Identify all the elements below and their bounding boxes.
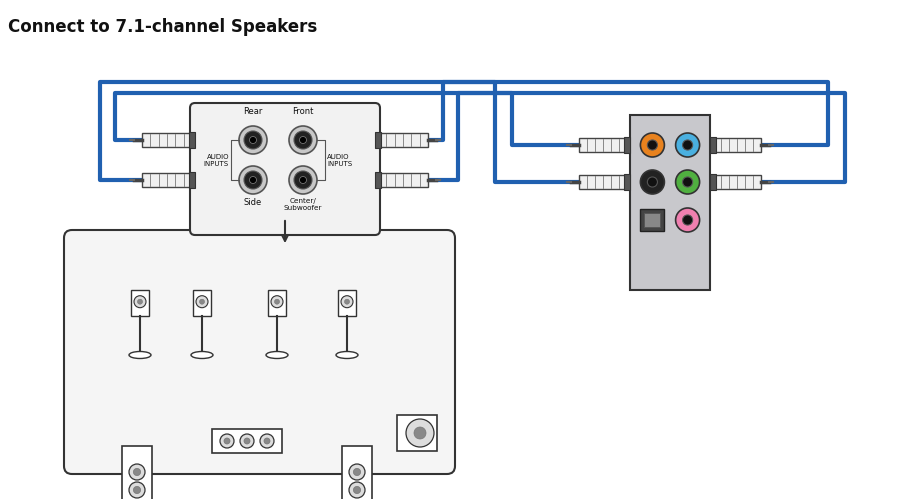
Circle shape <box>239 126 267 154</box>
Bar <box>342 446 372 499</box>
Bar <box>193 290 211 316</box>
Bar <box>710 174 716 190</box>
Circle shape <box>129 482 145 498</box>
Circle shape <box>138 299 142 304</box>
Ellipse shape <box>129 351 151 358</box>
Circle shape <box>341 296 353 308</box>
Circle shape <box>675 170 699 194</box>
Text: Connect to 7.1-channel Speakers: Connect to 7.1-channel Speakers <box>8 18 317 36</box>
Circle shape <box>264 438 270 444</box>
Text: Center/
Subwoofer: Center/ Subwoofer <box>284 198 323 211</box>
Circle shape <box>224 438 230 444</box>
Bar <box>189 132 195 148</box>
Circle shape <box>349 482 365 498</box>
Bar <box>713 138 761 152</box>
FancyBboxPatch shape <box>64 230 455 474</box>
Circle shape <box>675 133 699 157</box>
Circle shape <box>260 434 274 448</box>
Bar <box>142 133 192 147</box>
Bar <box>189 172 195 188</box>
Text: AUDIO
INPUTS: AUDIO INPUTS <box>204 154 229 167</box>
Circle shape <box>244 171 262 189</box>
Bar <box>624 174 630 190</box>
Circle shape <box>406 419 434 447</box>
Bar <box>375 172 381 188</box>
Circle shape <box>244 438 250 444</box>
Circle shape <box>289 126 317 154</box>
Circle shape <box>354 469 360 476</box>
Circle shape <box>683 177 693 187</box>
Bar <box>122 446 152 499</box>
Bar <box>131 290 149 316</box>
Circle shape <box>134 296 146 308</box>
Bar <box>710 137 716 153</box>
Bar <box>397 415 437 451</box>
Circle shape <box>300 137 307 144</box>
Circle shape <box>641 133 664 157</box>
Circle shape <box>249 137 256 144</box>
Text: Side: Side <box>244 198 262 207</box>
Circle shape <box>133 469 141 476</box>
Bar <box>338 290 356 316</box>
Circle shape <box>244 131 262 149</box>
FancyBboxPatch shape <box>190 103 380 235</box>
Ellipse shape <box>336 351 358 358</box>
Circle shape <box>294 131 312 149</box>
Bar <box>644 213 661 227</box>
Circle shape <box>675 208 699 232</box>
Circle shape <box>414 427 426 439</box>
Bar <box>630 115 710 290</box>
Circle shape <box>196 296 208 308</box>
Ellipse shape <box>266 351 288 358</box>
Circle shape <box>289 166 317 194</box>
Circle shape <box>647 177 657 187</box>
Text: AUDIO
INPUTS: AUDIO INPUTS <box>327 154 352 167</box>
Circle shape <box>239 166 267 194</box>
Bar <box>713 175 761 189</box>
Text: Front: Front <box>292 107 313 116</box>
Text: Rear: Rear <box>244 107 263 116</box>
Bar <box>268 290 286 316</box>
Bar <box>641 209 664 231</box>
Bar <box>375 132 381 148</box>
Circle shape <box>683 215 693 225</box>
Bar <box>579 175 627 189</box>
Circle shape <box>300 177 307 184</box>
Bar <box>142 173 192 187</box>
Ellipse shape <box>191 351 213 358</box>
Circle shape <box>129 464 145 480</box>
Circle shape <box>345 299 349 304</box>
Circle shape <box>683 140 693 150</box>
Circle shape <box>294 171 312 189</box>
Circle shape <box>349 464 365 480</box>
Circle shape <box>199 299 205 304</box>
Circle shape <box>220 434 234 448</box>
Bar <box>378 133 428 147</box>
Circle shape <box>133 487 141 494</box>
Circle shape <box>249 177 256 184</box>
Circle shape <box>354 487 360 494</box>
Circle shape <box>240 434 254 448</box>
Bar <box>624 137 630 153</box>
Bar <box>579 138 627 152</box>
Circle shape <box>275 299 279 304</box>
Bar <box>378 173 428 187</box>
Bar <box>212 429 282 453</box>
Circle shape <box>647 140 657 150</box>
Circle shape <box>641 170 664 194</box>
Circle shape <box>271 296 283 308</box>
